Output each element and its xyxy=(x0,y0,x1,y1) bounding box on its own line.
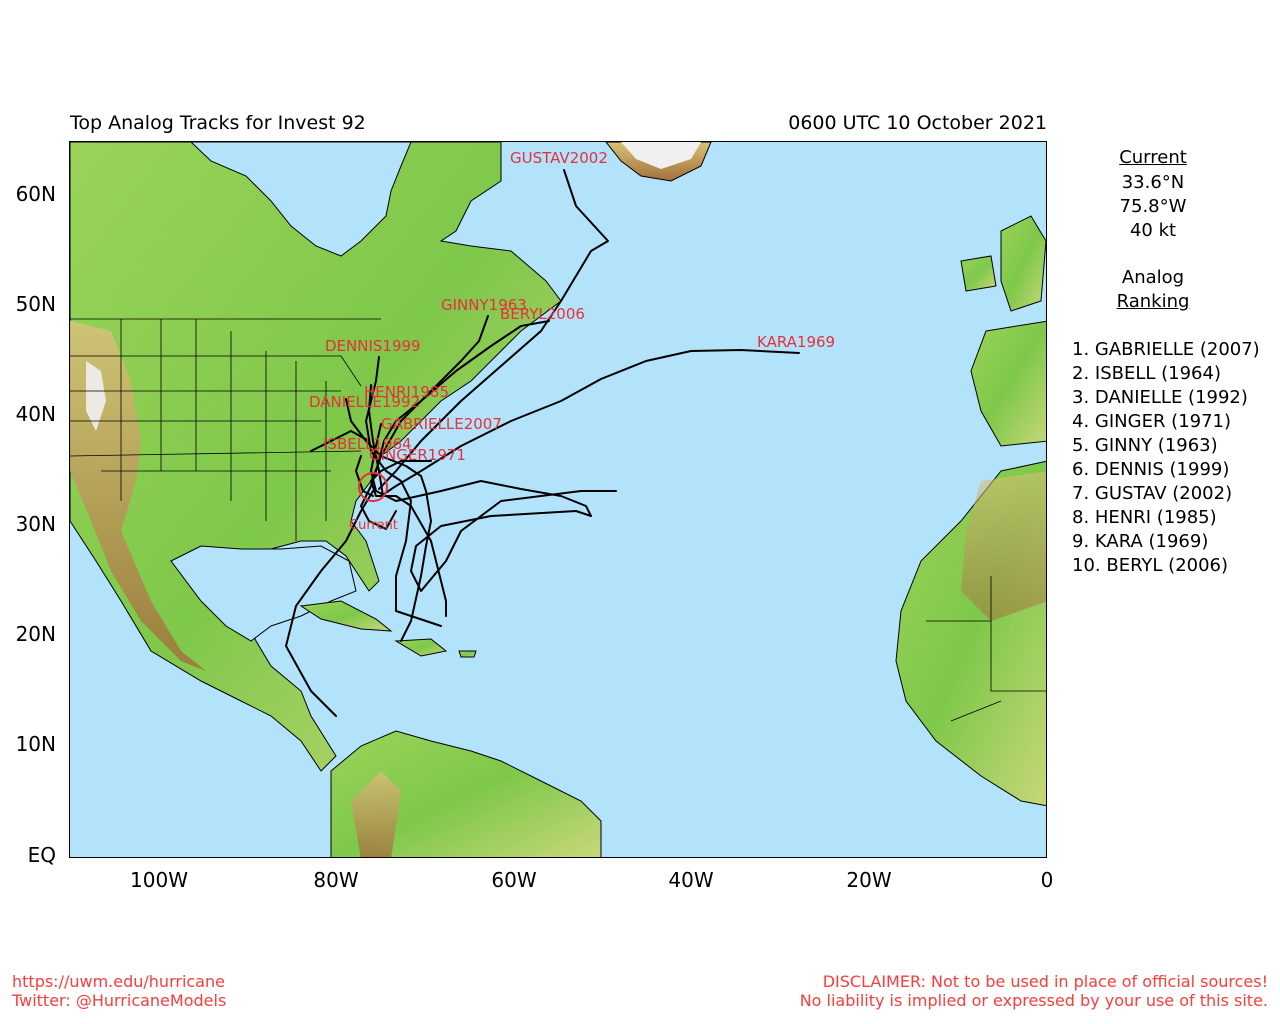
track-label-dennis: DENNIS1999 xyxy=(325,337,421,355)
ranking-item: 3. DANIELLE (1992) xyxy=(1072,387,1248,408)
track-label-beryl: BERYL2006 xyxy=(500,305,585,323)
current-lon: 75.8°W xyxy=(1119,196,1187,217)
track-ginger-1971 xyxy=(370,460,447,617)
lat-label-10n: 10N xyxy=(15,732,56,756)
current-lat: 33.6°N xyxy=(1121,172,1185,193)
rocky-mountains xyxy=(70,321,206,671)
gulf-of-mexico xyxy=(170,545,357,642)
africa-boundaries xyxy=(926,576,1046,722)
ranking-item: 9. KARA (1969) xyxy=(1072,531,1209,552)
ranking-item: 8. HENRI (1985) xyxy=(1072,507,1217,528)
current-position-marker xyxy=(358,472,388,502)
current-intensity: 40 kt xyxy=(1129,220,1177,241)
lat-label-50n: 50N xyxy=(15,292,56,316)
puerto-rico xyxy=(458,650,477,658)
analog-tracks: GUSTAV2002 GINNY1963 BERYL2006 KARA1969 … xyxy=(285,149,835,717)
lat-label-40n: 40N xyxy=(15,402,56,426)
sahara xyxy=(961,471,1046,621)
lon-label-100w: 100W xyxy=(130,868,188,892)
track-isbell-1964 xyxy=(285,490,374,717)
ranking-item: 5. GINNY (1963) xyxy=(1072,435,1218,456)
track-label-ginger: GINGER1971 xyxy=(369,446,466,464)
ranking-item: 1. GABRIELLE (2007) xyxy=(1072,339,1260,360)
map-title: Top Analog Tracks for Invest 92 xyxy=(70,112,366,134)
cuba xyxy=(299,600,393,632)
ranking-item: 7. GUSTAV (2002) xyxy=(1072,483,1233,504)
map-svg xyxy=(70,142,1046,857)
track-label-kara: KARA1969 xyxy=(757,333,835,351)
lat-label-60n: 60N xyxy=(15,182,56,206)
south-america-landmass xyxy=(330,730,602,857)
disclaimer-line-1: DISCLAIMER: Not to be used in place of o… xyxy=(822,972,1268,991)
iberia xyxy=(970,320,1046,447)
rocky-snow xyxy=(86,361,106,431)
lon-label-40w: 40W xyxy=(668,868,714,892)
analog-heading: Analog xyxy=(1121,267,1185,288)
track-extra-2 xyxy=(310,430,370,452)
track-label-gabrielle: GABRIELLE2007 xyxy=(381,415,502,433)
map-panel: GUSTAV2002 GINNY1963 BERYL2006 KARA1969 … xyxy=(69,141,1047,858)
ranking-item: 4. GINGER (1971) xyxy=(1072,411,1232,432)
track-gustav-2002 xyxy=(378,169,609,490)
ranking-item: 10. BERYL (2006) xyxy=(1072,555,1229,576)
hudson-bay xyxy=(190,142,412,257)
map-datetime: 0600 UTC 10 October 2021 xyxy=(788,112,1047,134)
north-america-landmass xyxy=(70,142,562,772)
lon-label-20w: 20W xyxy=(846,868,892,892)
ireland xyxy=(960,255,997,292)
lon-label-60w: 60W xyxy=(491,868,537,892)
andes xyxy=(351,771,401,857)
lon-label-0: 0 xyxy=(1040,868,1054,892)
track-label-ginny: GINNY1963 xyxy=(441,296,527,314)
british-isles xyxy=(1000,215,1046,312)
ranking-heading: Ranking xyxy=(1116,291,1190,312)
lon-label-80w: 80W xyxy=(313,868,359,892)
current-heading: Current xyxy=(1119,147,1187,168)
track-label-isbell: ISBELL1964 xyxy=(323,435,412,453)
current-marker-label: Current xyxy=(349,518,398,533)
ranking-item: 2. ISBELL (1964) xyxy=(1072,363,1221,384)
footer-url-link[interactable]: https://uwm.edu/hurricane xyxy=(12,972,225,991)
lat-label-30n: 30N xyxy=(15,512,56,536)
greenland-ice xyxy=(621,142,701,169)
track-henri-1985 xyxy=(368,384,384,497)
political-boundaries xyxy=(70,318,381,541)
lat-label-eq: EQ xyxy=(27,843,56,867)
lat-label-20n: 20N xyxy=(15,622,56,646)
footer-disclaimer: DISCLAIMER: Not to be used in place of o… xyxy=(800,972,1268,1010)
track-label-henri: HENRI1985 xyxy=(364,383,449,401)
track-label-gustav: GUSTAV2002 xyxy=(510,149,608,167)
track-kara-1969 xyxy=(380,349,800,497)
track-beryl-2006 xyxy=(378,320,550,462)
footer-links: https://uwm.edu/hurricane Twitter: @Hurr… xyxy=(12,972,226,1010)
footer-twitter-link[interactable]: Twitter: @HurricaneModels xyxy=(12,991,227,1010)
hispaniola xyxy=(394,638,448,657)
ranking-item: 6. DENNIS (1999) xyxy=(1072,459,1230,480)
analog-ranking-list: 1. GABRIELLE (2007) 2. ISBELL (1964) 3. … xyxy=(1072,338,1260,578)
disclaimer-line-2: No liability is implied or expressed by … xyxy=(799,991,1268,1010)
track-label-danielle: DANIELLE1992 xyxy=(309,393,420,411)
